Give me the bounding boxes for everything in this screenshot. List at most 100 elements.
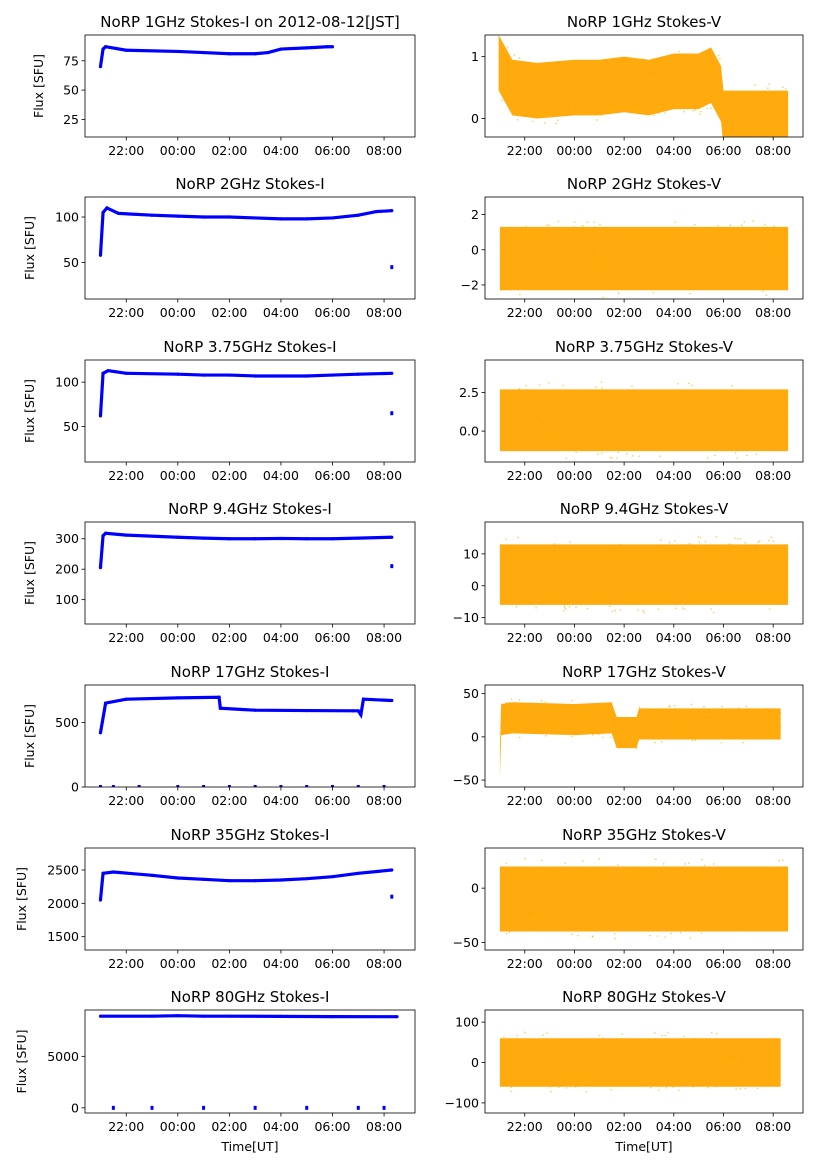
y-tick-label: 100 [455, 1015, 479, 1030]
data-point [604, 916, 607, 919]
data-point [566, 413, 569, 415]
data-point [597, 240, 600, 242]
data-point [559, 916, 561, 919]
x-axis-label: Time[UT] [614, 1139, 672, 1154]
data-point [537, 93, 540, 95]
data-point [563, 609, 565, 612]
data-point [532, 585, 535, 588]
data-point [672, 717, 674, 720]
data-point [617, 599, 619, 601]
data-point [549, 285, 552, 288]
data-point [510, 1080, 512, 1082]
data-point [670, 426, 672, 429]
data-point [500, 901, 503, 904]
data-point [525, 1043, 527, 1045]
data-point [745, 573, 747, 575]
data-point [647, 447, 650, 450]
data-point [515, 238, 517, 240]
data-point [648, 871, 651, 874]
axes-frame [484, 34, 804, 138]
data-point [330, 216, 335, 220]
data-point [525, 384, 527, 387]
data-point [521, 237, 524, 240]
data-point [572, 1074, 574, 1076]
data-point [587, 103, 590, 106]
data-point [645, 708, 647, 711]
axes-frame [484, 847, 804, 951]
series-band [499, 389, 789, 452]
data-point [751, 138, 753, 140]
data-point [675, 607, 677, 610]
data-point [563, 421, 566, 423]
data-point [499, 289, 502, 291]
data-point [785, 88, 787, 90]
data-point [217, 695, 221, 699]
data-point [741, 1048, 744, 1051]
data-point [673, 284, 676, 286]
data-point [773, 225, 776, 228]
data-point [741, 902, 744, 904]
data-point [765, 110, 767, 112]
data-point [253, 216, 257, 220]
data-point [764, 228, 767, 230]
data-point [672, 428, 675, 431]
data-point [599, 704, 602, 706]
data-point [710, 552, 712, 555]
data-point [730, 732, 732, 735]
data-point [719, 227, 722, 230]
data-point [601, 718, 603, 721]
x-tick-label: 08:00 [366, 468, 402, 483]
data-point [660, 1050, 663, 1052]
data-point [700, 110, 702, 113]
series-band [499, 226, 789, 291]
data-point [667, 1031, 669, 1034]
data-point [665, 1086, 668, 1089]
data-point [706, 457, 709, 459]
data-point [553, 572, 556, 575]
data-point [390, 698, 394, 703]
data-point [724, 405, 726, 407]
data-point [768, 83, 771, 86]
data-point [305, 537, 309, 541]
data-point [580, 574, 582, 577]
data-point [744, 542, 747, 544]
data-point [723, 594, 726, 596]
data-point [330, 875, 335, 879]
data-point [616, 597, 619, 599]
data-point [684, 863, 687, 865]
outlier-point [390, 564, 394, 569]
data-point [683, 1035, 685, 1038]
data-point [553, 433, 556, 435]
data-point [510, 698, 513, 701]
data-point [674, 896, 677, 899]
data-point [651, 1068, 654, 1071]
data-point [712, 82, 715, 84]
subplot-2: 22:00 00:00 02:00 04:00 06:00 08:00 0 1 NoRP 1GH… [471, 13, 804, 158]
data-point [705, 729, 707, 731]
data-point [783, 408, 785, 411]
data-point [546, 426, 548, 428]
x-tick-label: 06:00 [314, 305, 350, 320]
y-tick-label: 100 [55, 210, 79, 225]
data-point [526, 257, 529, 259]
data-point [592, 881, 594, 884]
data-point [530, 724, 533, 727]
data-point [748, 1056, 750, 1059]
data-point [667, 588, 669, 590]
data-point [601, 1048, 604, 1051]
axes-frame [84, 847, 416, 951]
x-tick-label: 04:00 [263, 143, 299, 158]
data-point [697, 258, 700, 260]
data-point [774, 254, 777, 257]
data-point [663, 414, 665, 416]
data-point [557, 256, 560, 259]
data-point [642, 729, 644, 732]
data-point [591, 935, 594, 937]
data-point [527, 276, 529, 279]
data-point [743, 116, 746, 118]
y-axis-label: Flux [SFU] [14, 1030, 29, 1094]
data-point [688, 872, 690, 874]
data-point [638, 438, 640, 441]
data-point [682, 83, 684, 86]
data-point [572, 597, 574, 600]
